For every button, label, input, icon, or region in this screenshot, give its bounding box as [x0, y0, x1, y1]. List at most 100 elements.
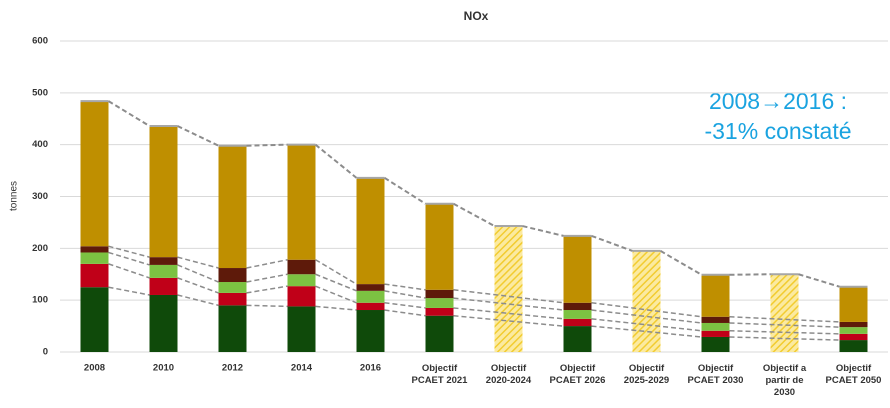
- bar-segment: [287, 259, 316, 275]
- connector: [108, 286, 150, 296]
- y-tick-label: 600: [32, 36, 48, 47]
- bar-segment: [839, 321, 868, 328]
- connector: [384, 302, 426, 309]
- bar-segment: [701, 336, 730, 352]
- bar-segment: [149, 257, 178, 265]
- bar-segment: [632, 250, 661, 352]
- x-tick-label: Objectif PCAET 2050: [826, 363, 882, 386]
- connector: [798, 273, 840, 288]
- bar-segment: [425, 289, 454, 299]
- connector: [177, 264, 219, 283]
- y-axis-label: tonnes: [9, 181, 20, 211]
- bar-segment: [356, 177, 385, 285]
- connector: [246, 273, 288, 283]
- connector: [591, 309, 702, 324]
- connector: [384, 283, 426, 291]
- x-tick-label: Objectif PCAET 2021: [412, 363, 469, 386]
- bar-segment: [287, 286, 316, 307]
- y-tick-label: 200: [32, 243, 48, 254]
- connector: [108, 245, 150, 258]
- connector: [246, 143, 288, 147]
- connector: [107, 100, 151, 127]
- bar-segment: [149, 294, 178, 352]
- x-tick-label: Objectif a partir de 2030: [763, 363, 807, 398]
- x-tick-label: 2008: [84, 363, 105, 374]
- bar-segment: [839, 340, 868, 352]
- bar-segment: [356, 302, 385, 311]
- connector: [314, 143, 358, 179]
- bar-segment: [356, 310, 385, 352]
- connector: [246, 304, 288, 308]
- connector: [453, 314, 564, 327]
- bar-segment: [80, 287, 109, 352]
- x-tick-label: 2014: [291, 363, 313, 374]
- connector: [315, 305, 357, 311]
- bar-segment: [425, 298, 454, 308]
- connector: [729, 316, 840, 323]
- bar-segment: [149, 126, 178, 258]
- bar-segment: [356, 284, 385, 291]
- bar-segment: [80, 101, 109, 247]
- connector: [591, 234, 633, 252]
- connector: [591, 325, 702, 338]
- y-tick-label: 400: [32, 139, 48, 150]
- bar-segment: [287, 306, 316, 352]
- x-tick-label: Objectif 2020-2024: [486, 363, 532, 386]
- annotation: -31% constaté: [704, 118, 851, 144]
- y-tick-label: 300: [32, 191, 48, 202]
- bar-segment: [839, 327, 868, 334]
- connector: [177, 125, 219, 147]
- bar-segment: [563, 326, 592, 352]
- connector: [453, 307, 564, 320]
- bar-segment: [563, 302, 592, 311]
- bar-segment: [494, 226, 523, 352]
- x-tick-label: Objectif 2025-2029: [624, 363, 669, 386]
- bar-segment: [563, 310, 592, 319]
- bar-segment: [701, 316, 730, 323]
- bar-segment: [701, 322, 730, 331]
- connector: [246, 285, 288, 294]
- bar-segment: [149, 264, 178, 278]
- connector: [384, 290, 426, 299]
- connector: [453, 202, 495, 227]
- bar-segment: [218, 292, 247, 306]
- bar-segment: [425, 315, 454, 352]
- bar-segment: [80, 252, 109, 264]
- bar-segment: [701, 330, 730, 337]
- bar-segment: [218, 305, 247, 352]
- y-tick-label: 500: [32, 87, 48, 98]
- connector: [177, 294, 219, 307]
- annotation: 2008→2016 :: [709, 88, 847, 114]
- connector: [591, 318, 702, 332]
- x-tick-label: Objectif PCAET 2030: [688, 363, 744, 386]
- bar-segment: [287, 144, 316, 260]
- bar-segment: [839, 333, 868, 341]
- bar-segment: [563, 235, 592, 303]
- connector: [729, 336, 840, 341]
- connector: [591, 302, 702, 318]
- bar-segment: [80, 263, 109, 288]
- y-tick-label: 100: [32, 295, 48, 306]
- connector: [315, 285, 357, 304]
- bar-segment: [218, 268, 247, 283]
- bar-segment: [770, 274, 799, 352]
- connector: [453, 297, 564, 311]
- bar-segment: [839, 286, 868, 322]
- connector: [177, 277, 219, 294]
- bar-segment: [425, 203, 454, 290]
- x-tick-label: 2010: [153, 363, 174, 374]
- connector: [315, 259, 357, 285]
- connector: [729, 273, 771, 276]
- connector: [729, 322, 840, 328]
- x-tick-label: 2016: [360, 363, 381, 374]
- connector: [384, 309, 426, 317]
- connector: [108, 263, 150, 279]
- bar-segment: [218, 145, 247, 269]
- bar-segment: [149, 277, 178, 295]
- x-tick-label: Objectif PCAET 2026: [550, 363, 606, 386]
- bar-segment: [80, 246, 109, 253]
- connector: [453, 289, 564, 304]
- bar-segment: [563, 318, 592, 327]
- bar-segment: [356, 290, 385, 303]
